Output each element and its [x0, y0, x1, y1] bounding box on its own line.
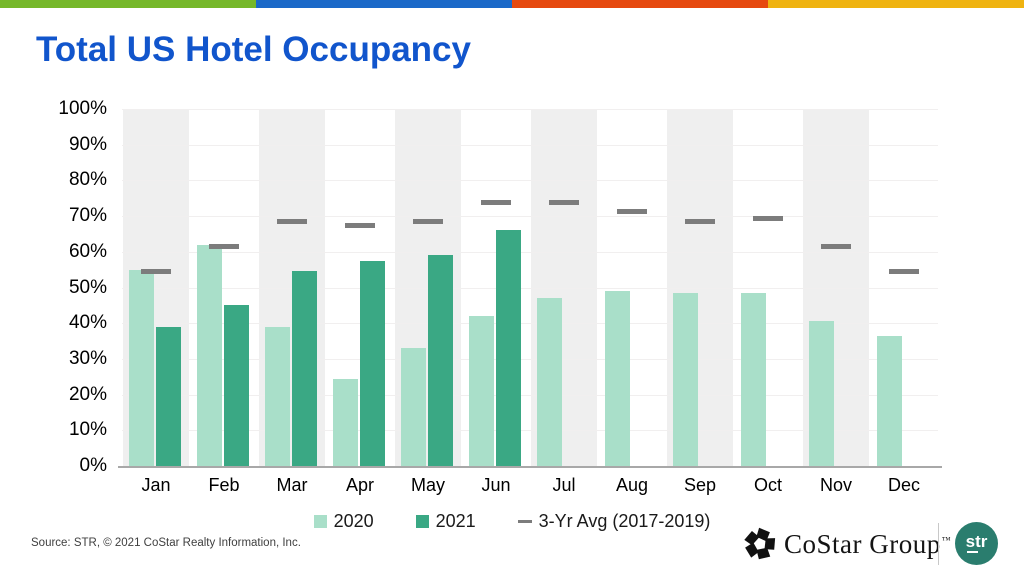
x-axis-label-jul: Jul	[552, 475, 576, 495]
avg-marker-sep	[685, 219, 715, 225]
top-accent-bar	[0, 0, 1024, 8]
bar-2021-jun	[496, 230, 521, 466]
trademark-symbol: ™	[941, 535, 952, 545]
x-axis-label-feb: Feb	[208, 475, 240, 495]
gridline-70	[122, 216, 938, 218]
bar-2021-jan	[156, 326, 181, 466]
logo-divider	[938, 523, 939, 565]
bar-2020-dec	[877, 335, 902, 466]
gridline-60	[122, 251, 938, 253]
x-axis-label-apr: Apr	[345, 475, 374, 495]
str-logo-text: str	[965, 532, 988, 551]
avg-marker-nov	[821, 244, 851, 250]
bar-2020-nov	[809, 321, 834, 466]
avg-marker-jul	[549, 199, 579, 205]
costar-group-wordmark: CoStar Group™	[784, 529, 952, 559]
bar-2020-sep	[673, 292, 698, 466]
legend-dash-swatch	[517, 520, 532, 523]
str-logo-underline	[967, 551, 978, 553]
avg-marker-feb	[209, 244, 239, 250]
accent-segment-blue	[256, 0, 512, 8]
bar-2020-apr	[333, 378, 358, 466]
x-axis-label-jan: Jan	[141, 475, 171, 495]
gridline-10	[122, 430, 938, 432]
bar-2020-jul	[537, 298, 562, 466]
y-axis-label-40: 40%	[68, 312, 107, 334]
bar-2020-mar	[265, 326, 290, 466]
y-axis-label-0: 0%	[79, 455, 107, 476]
x-axis-label-oct: Oct	[753, 475, 782, 495]
gridline-40	[122, 323, 938, 325]
y-axis-label-20: 20%	[68, 383, 107, 405]
avg-marker-jun	[481, 199, 511, 205]
page-title: Total US Hotel Occupancy	[36, 30, 471, 69]
bar-2020-aug	[605, 291, 630, 466]
y-axis-label-30: 30%	[68, 347, 107, 369]
bar-2020-oct	[741, 292, 766, 466]
y-axis-label-70: 70%	[68, 205, 107, 227]
bar-2021-mar	[292, 271, 317, 466]
str-logo: str	[955, 522, 998, 565]
avg-marker-oct	[753, 215, 783, 221]
x-axis-label-dec: Dec	[887, 475, 920, 495]
source-note: Source: STR, © 2021 CoStar Realty Inform…	[31, 537, 301, 549]
legend-square-swatch	[313, 515, 327, 528]
gridline-100	[122, 109, 938, 110]
legend-square-swatch	[415, 515, 429, 528]
x-axis-label-nov: Nov	[819, 475, 852, 495]
x-axis-label-jun: Jun	[481, 475, 511, 495]
bar-2021-may	[428, 255, 453, 466]
bar-2020-jun	[469, 316, 494, 466]
gridline-30	[122, 358, 938, 360]
gridline-20	[122, 394, 938, 396]
y-axis-label-90: 90%	[68, 133, 107, 155]
y-axis-label-50: 50%	[68, 276, 107, 298]
y-axis-label-60: 60%	[68, 240, 107, 262]
avg-marker-jan	[141, 269, 171, 275]
avg-marker-aug	[617, 208, 647, 214]
bar-2020-may	[401, 348, 426, 466]
y-axis-label-100: 100%	[58, 98, 107, 119]
legend-label: 2020	[333, 511, 374, 531]
avg-marker-mar	[277, 219, 307, 225]
x-axis-label-aug: Aug	[615, 475, 649, 495]
accent-segment-green	[0, 0, 256, 8]
y-axis-label-80: 80%	[68, 169, 107, 191]
legend-label: 2021	[435, 511, 476, 531]
footer-logos: CoStar Group™ str	[738, 519, 1008, 569]
x-axis-label-mar: Mar	[276, 475, 308, 495]
chart-legend: 2020 2021 3-Yr Avg (2017-2019)	[0, 511, 1024, 532]
accent-segment-yellow	[768, 0, 1024, 8]
x-axis-label-sep: Sep	[683, 475, 717, 495]
costar-pinwheel-icon	[742, 527, 778, 562]
gridline-50	[122, 287, 938, 289]
bar-2020-feb	[197, 244, 222, 466]
y-axis-label-10: 10%	[68, 419, 107, 441]
x-axis-line	[118, 466, 942, 468]
bar-2021-feb	[224, 305, 249, 466]
bar-2021-apr	[360, 260, 385, 466]
gridline-80	[122, 180, 938, 182]
legend-item-2020: 2020	[313, 511, 374, 532]
legend-item-2021: 2021	[415, 511, 476, 532]
bar-2020-jan	[129, 269, 154, 466]
avg-marker-may	[413, 219, 443, 225]
legend-label: 3-Yr Avg (2017-2019)	[538, 511, 711, 531]
legend-item-3-yr-avg-2017-2019-: 3-Yr Avg (2017-2019)	[517, 511, 711, 532]
gridline-90	[122, 144, 938, 146]
x-axis-label-may: May	[410, 475, 445, 495]
accent-segment-orange	[512, 0, 768, 8]
avg-marker-apr	[345, 223, 375, 229]
avg-marker-dec	[889, 269, 919, 275]
